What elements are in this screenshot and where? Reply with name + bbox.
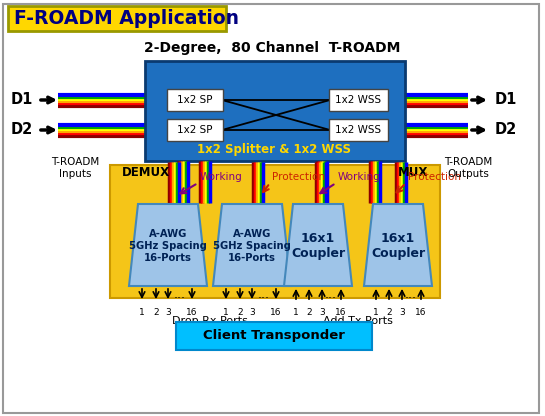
- Text: 1: 1: [223, 308, 229, 317]
- Text: A-AWG
5GHz Spacing
16-Ports: A-AWG 5GHz Spacing 16-Ports: [129, 229, 207, 262]
- Text: ...: ...: [174, 287, 186, 300]
- Text: 16x1
Coupler: 16x1 Coupler: [371, 232, 425, 260]
- Text: ...: ...: [258, 287, 270, 300]
- Text: 2: 2: [386, 308, 392, 317]
- Text: Client Transponder: Client Transponder: [203, 329, 345, 342]
- Text: Working: Working: [200, 172, 243, 182]
- Text: T-ROADM
Inputs: T-ROADM Inputs: [51, 157, 99, 179]
- Text: 2: 2: [153, 308, 159, 317]
- Polygon shape: [129, 204, 207, 286]
- FancyBboxPatch shape: [8, 6, 226, 31]
- FancyBboxPatch shape: [3, 4, 539, 413]
- Text: Add Tx Ports: Add Tx Ports: [323, 316, 393, 326]
- Text: D1: D1: [10, 92, 33, 107]
- FancyBboxPatch shape: [145, 61, 405, 161]
- Text: 3: 3: [399, 308, 405, 317]
- Polygon shape: [364, 204, 432, 286]
- FancyBboxPatch shape: [176, 322, 372, 350]
- Text: ...: ...: [325, 287, 337, 300]
- Text: 16: 16: [270, 308, 282, 317]
- Text: 1: 1: [293, 308, 299, 317]
- Text: 2: 2: [237, 308, 243, 317]
- Text: 1x2 WSS: 1x2 WSS: [335, 95, 381, 105]
- Text: Protection: Protection: [408, 172, 461, 182]
- FancyBboxPatch shape: [110, 165, 440, 298]
- Text: 2-Degree,  80 Channel  T-ROADM: 2-Degree, 80 Channel T-ROADM: [144, 41, 400, 55]
- Polygon shape: [284, 204, 352, 286]
- Text: Protection: Protection: [272, 172, 325, 182]
- Text: 2: 2: [306, 308, 312, 317]
- Polygon shape: [213, 204, 291, 286]
- Text: F-ROADM Application: F-ROADM Application: [14, 10, 239, 29]
- Text: D2: D2: [495, 122, 517, 138]
- FancyBboxPatch shape: [167, 119, 223, 141]
- Text: 1x2 SP: 1x2 SP: [177, 95, 213, 105]
- Text: 1x2 WSS: 1x2 WSS: [335, 125, 381, 135]
- Text: ...: ...: [405, 287, 417, 300]
- Text: 1: 1: [373, 308, 379, 317]
- Text: DEMUX: DEMUX: [122, 166, 170, 179]
- Text: 3: 3: [249, 308, 255, 317]
- FancyBboxPatch shape: [329, 119, 388, 141]
- Text: 16x1
Coupler: 16x1 Coupler: [291, 232, 345, 260]
- Text: MUX: MUX: [398, 166, 428, 179]
- FancyBboxPatch shape: [329, 89, 388, 111]
- Text: 1: 1: [139, 308, 145, 317]
- Text: 1x2 Splitter & 1x2 WSS: 1x2 Splitter & 1x2 WSS: [197, 144, 351, 156]
- Text: T-ROADM
Outputs: T-ROADM Outputs: [444, 157, 492, 179]
- Text: D2: D2: [11, 122, 33, 138]
- Text: 1x2 SP: 1x2 SP: [177, 125, 213, 135]
- Text: Working: Working: [338, 172, 381, 182]
- Text: D1: D1: [495, 92, 517, 107]
- Text: Drop Rx Ports: Drop Rx Ports: [172, 316, 248, 326]
- Text: 3: 3: [165, 308, 171, 317]
- Text: 3: 3: [319, 308, 325, 317]
- Text: 16: 16: [335, 308, 347, 317]
- FancyBboxPatch shape: [167, 89, 223, 111]
- Text: 16: 16: [186, 308, 198, 317]
- Text: 16: 16: [415, 308, 427, 317]
- Text: A-AWG
5GHz Spacing
16-Ports: A-AWG 5GHz Spacing 16-Ports: [213, 229, 291, 262]
